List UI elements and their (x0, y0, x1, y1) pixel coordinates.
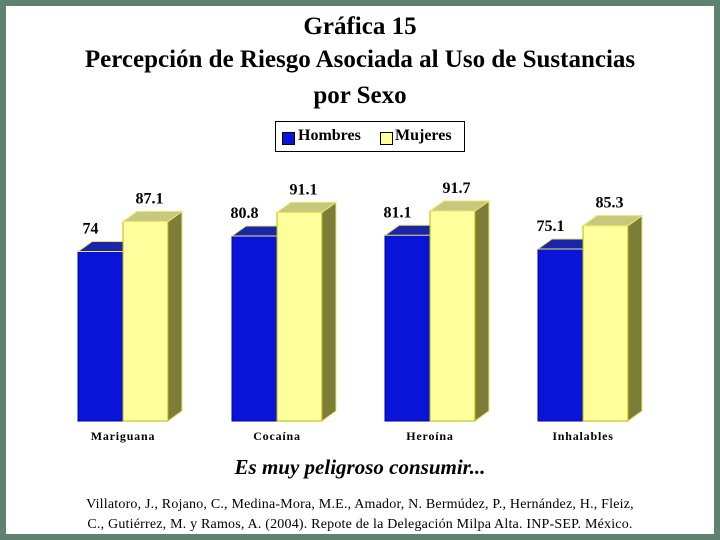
legend-label-mujeres: Mujeres (395, 127, 452, 144)
chart-title: Gráfica 15 (303, 13, 417, 40)
bar-mariguana-hombres (77, 251, 124, 422)
value-label-cocaína-mujeres: 91.1 (290, 181, 318, 198)
source-line-2: C., Gutiérrez, M. y Ramos, A. (2004). Re… (87, 517, 633, 532)
bar-top-mariguana-mujeres (121, 211, 184, 223)
bar-side-mariguana-mujeres (167, 210, 183, 422)
category-label-cocaína: Cocaína (253, 429, 301, 443)
bar-heroína-mujeres (429, 210, 476, 422)
value-label-mariguana-mujeres: 87.1 (136, 191, 164, 208)
chart-title-line-2: Percepción de Riesgo Asociada al Uso de … (84, 46, 636, 73)
source-line-1: Villatoro, J., Rojano, C., Medina-Mora, … (86, 497, 634, 512)
value-label-heroína-mujeres: 91.7 (443, 180, 471, 197)
bar-mariguana-mujeres (122, 221, 169, 422)
category-label-mariguana: Mariguana (91, 429, 156, 443)
chart-caption: Es muy peligroso consumir... (234, 455, 486, 479)
bar-heroína-hombres (384, 234, 431, 422)
bar-side-cocaína-mujeres (321, 201, 337, 422)
value-label-heroína-hombres: 81.1 (384, 204, 412, 221)
value-label-inhalables-hombres: 75.1 (537, 218, 565, 235)
legend-swatch-mujeres (380, 132, 393, 145)
bar-top-cocaína-mujeres (275, 201, 338, 213)
value-label-mariguana-hombres: 74 (83, 221, 99, 238)
bar-side-inhalables-mujeres (627, 214, 643, 422)
bar-side-heroína-mujeres (474, 200, 490, 422)
bar-top-heroína-mujeres (428, 200, 491, 212)
value-label-cocaína-hombres: 80.8 (231, 205, 259, 222)
legend-label-hombres: Hombres (298, 127, 361, 144)
chart-title-line-3: por Sexo (313, 82, 407, 109)
bar-cocaína-mujeres (276, 211, 323, 422)
source-citation: Villatoro, J., Rojano, C., Medina-Mora, … (40, 495, 680, 535)
category-label-inhalables: Inhalables (552, 429, 613, 443)
bar-top-inhalables-mujeres (581, 215, 644, 227)
bar-inhalables-mujeres (582, 225, 629, 422)
bar-inhalables-hombres (537, 248, 584, 422)
bar-cocaína-hombres (231, 235, 278, 422)
category-label-heroína: Heroína (406, 429, 453, 443)
legend-swatch-hombres (282, 132, 295, 145)
chart-legend: Hombres Mujeres (275, 121, 465, 152)
value-label-inhalables-mujeres: 85.3 (596, 195, 624, 212)
